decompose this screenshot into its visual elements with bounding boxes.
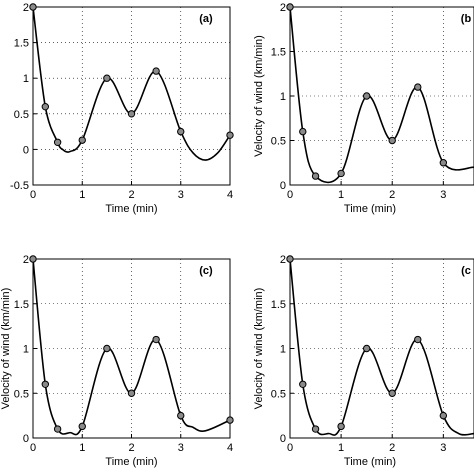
- y-tick-label: 1.5: [271, 47, 286, 59]
- data-point: [177, 411, 185, 420]
- data-point: [388, 389, 396, 397]
- panel-label: (c: [461, 265, 471, 277]
- y-tick-label: 1.5: [271, 299, 286, 311]
- series-line: [290, 7, 474, 184]
- y-tick-label: 0: [280, 433, 286, 445]
- y-tick-label: 0.5: [271, 388, 286, 400]
- x-tick-label: 2: [128, 189, 134, 201]
- y-axis-label: Velocity of wind (km/min): [253, 288, 265, 410]
- x-tick-label: 0: [30, 189, 36, 201]
- data-point: [299, 127, 307, 136]
- y-tick-label: 1: [280, 91, 286, 103]
- x-tick-label: 0: [287, 442, 293, 454]
- y-tick-label: -0.5: [10, 180, 29, 192]
- panel-label: (b: [461, 13, 472, 25]
- x-tick-label: 3: [178, 189, 184, 201]
- y-tick-label: 1: [23, 344, 29, 356]
- data-point: [286, 3, 294, 11]
- data-point: [127, 389, 136, 397]
- data-point: [41, 380, 50, 388]
- y-tick-label: 0.5: [271, 136, 286, 148]
- chart-panel-2: 0 1 2 3 4 0 0.5 1 1.5 2 Time (min) Velocity of wind…: [0, 254, 234, 468]
- y-tick-label: 0.5: [14, 388, 29, 400]
- y-tick-label: 2: [280, 2, 286, 14]
- data-point: [127, 110, 136, 118]
- data-point: [311, 425, 320, 433]
- x-tick-label: 2: [389, 442, 395, 454]
- x-tick-label: 3: [440, 189, 446, 201]
- y-tick-label: 2: [23, 254, 29, 266]
- y-tick-label: 2: [280, 254, 286, 266]
- data-point: [311, 172, 320, 180]
- data-point: [337, 422, 345, 431]
- chart-panel-3: 0 1 2 3 0 0.5 1 1.5 2 Time (min) Velocity of wind …: [253, 254, 474, 468]
- data-point: [29, 255, 37, 263]
- x-tick-label: 4: [227, 189, 233, 201]
- y-tick-label: 1: [23, 73, 29, 85]
- data-point: [439, 159, 448, 167]
- panel-label: (a): [199, 13, 213, 25]
- data-point: [388, 136, 396, 145]
- x-axis-label: Time (min): [105, 203, 157, 215]
- x-axis-label: Time (min): [344, 456, 396, 468]
- y-tick-label: 1.5: [14, 299, 29, 311]
- series-line: [290, 259, 474, 436]
- panel-label: (c): [199, 265, 213, 277]
- x-tick-label: 2: [389, 189, 395, 201]
- x-tick-label: 1: [338, 442, 344, 454]
- data-point: [337, 169, 345, 178]
- y-tick-label: 2: [23, 2, 29, 14]
- data-point: [439, 411, 448, 420]
- data-point: [53, 138, 62, 146]
- y-tick-label: 0.5: [14, 109, 29, 121]
- y-tick-label: 0: [280, 180, 286, 192]
- data-point: [177, 127, 185, 136]
- y-axis-label: Velocity of wind (km/min): [253, 35, 265, 157]
- x-tick-label: 1: [79, 442, 85, 454]
- x-tick-label: 3: [440, 442, 446, 454]
- x-axis-label: Time (min): [105, 456, 157, 468]
- y-tick-label: 0: [23, 144, 29, 156]
- data-point: [103, 74, 111, 82]
- data-point: [286, 255, 294, 263]
- y-tick-label: 1: [280, 344, 286, 356]
- data-point: [152, 335, 160, 344]
- data-point: [53, 425, 62, 433]
- x-tick-label: 0: [287, 189, 293, 201]
- data-point: [299, 380, 307, 388]
- data-point: [78, 136, 86, 144]
- x-tick-label: 1: [79, 189, 85, 201]
- series-line: [33, 259, 230, 436]
- x-tick-label: 0: [30, 442, 36, 454]
- data-point: [103, 344, 111, 353]
- x-tick-label: 1: [338, 189, 344, 201]
- x-tick-label: 2: [128, 442, 134, 454]
- data-point: [152, 67, 160, 75]
- data-point: [362, 344, 371, 353]
- data-point: [78, 422, 86, 431]
- data-point: [362, 92, 371, 100]
- data-point: [414, 83, 422, 91]
- chart-panel-1: 0 1 2 3 0 0.5 1 1.5 2 Time (min) Velocity of wind …: [253, 2, 474, 215]
- data-point: [41, 102, 50, 111]
- x-tick-label: 4: [227, 442, 233, 454]
- data-point: [226, 131, 234, 139]
- y-tick-label: 0: [23, 433, 29, 445]
- x-tick-label: 3: [178, 442, 184, 454]
- x-axis-label: Time (min): [344, 203, 396, 215]
- y-tick-label: 1.5: [14, 38, 29, 50]
- data-point: [226, 416, 234, 424]
- data-point: [29, 3, 37, 11]
- y-axis-label: Velocity of wind (km/min): [0, 288, 12, 410]
- data-point: [414, 335, 422, 344]
